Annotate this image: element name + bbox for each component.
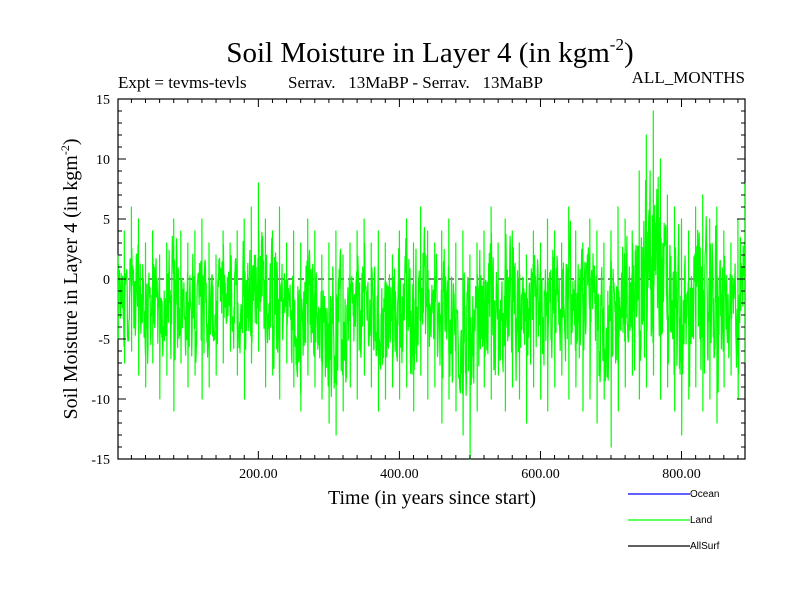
legend-label-land: Land [690,515,712,526]
subtitle-right: ALL_MONTHS [632,68,745,87]
y-tick-label: 0 [103,273,110,288]
chart-title-close: ) [624,37,634,69]
y-axis-label-superscript: -2 [58,145,72,155]
y-tick-label: -15 [91,453,110,468]
y-tick-label: -10 [91,393,110,408]
y-tick-label: 5 [103,213,110,228]
y-tick-label: 15 [96,93,110,108]
y-tick-label: 10 [96,153,110,168]
chart-title-text: Soil Moisture in Layer 4 (in kgm [226,37,610,69]
land-series-group [117,110,746,460]
y-axis-label-close: ) [60,138,82,145]
chart-title: Soil Moisture in Layer 4 (in kgm-2) [226,35,633,69]
subtitle-center: Serrav. 13MaBP - Serrav. 13MaBP [288,73,543,92]
x-axis: 200.00 400.00 600.00 800.00 [130,99,739,482]
legend: Ocean Land AllSurf [628,489,720,552]
legend-label-ocean: Ocean [690,489,719,500]
subtitle-left: Expt = tevms-tevls [118,73,247,92]
x-tick-label: 400.00 [380,467,419,482]
y-tick-label: -5 [98,333,110,348]
y-axis: -15 -10 -5 0 5 10 15 [91,93,745,468]
x-tick-label: 600.00 [521,467,560,482]
legend-label-allsurf: AllSurf [690,541,720,552]
x-axis-label: Time (in years since start) [328,487,536,509]
chart-title-superscript: -2 [610,35,624,54]
y-axis-label-text: Soil Moisture in Layer 4 (in kgm [60,155,82,420]
land-series-line [117,110,746,460]
y-axis-label: Soil Moisture in Layer 4 (in kgm-2) [58,138,82,419]
x-tick-label: 800.00 [662,467,701,482]
x-tick-label: 200.00 [239,467,278,482]
